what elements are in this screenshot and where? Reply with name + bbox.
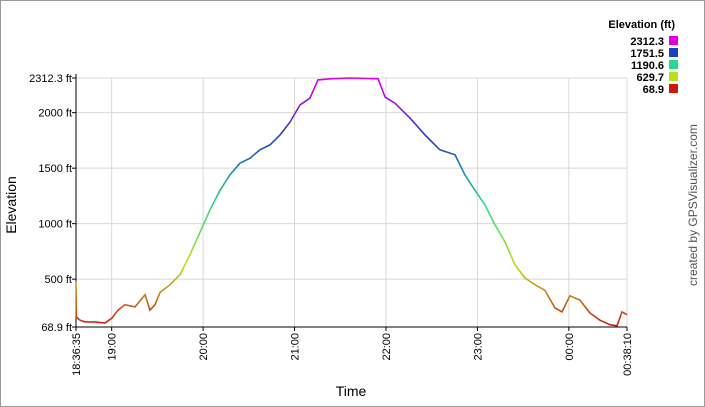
legend-swatch — [669, 48, 678, 57]
y-tick-label: 2000 ft — [38, 108, 72, 120]
x-tick-label: 00:00 — [564, 333, 576, 361]
elevation-line — [75, 77, 628, 327]
x-tick-label: 00:38:10 — [622, 333, 634, 376]
y-tick-label: 1500 ft — [38, 163, 72, 175]
x-axis-title: Time — [336, 383, 367, 399]
y-tick-label: 500 ft — [44, 274, 72, 286]
legend-swatch — [669, 60, 678, 69]
y-tick-label: 68.9 ft — [41, 322, 72, 334]
legend-label: 68.9 — [643, 84, 664, 96]
x-tick-label: 18:36:35 — [71, 333, 83, 376]
watermark: created by GPSVisualizer.com — [686, 124, 700, 286]
x-tick-label: 21:00 — [290, 333, 302, 361]
x-tick-label: 22:00 — [381, 333, 393, 361]
x-tick-label: 20:00 — [198, 333, 210, 361]
y-axis-title: Elevation — [3, 176, 19, 234]
y-tick-label: 1000 ft — [38, 219, 72, 231]
legend-label: 1190.6 — [631, 60, 664, 72]
x-tick-label: 23:00 — [472, 333, 484, 361]
legend-label: 2312.3 — [630, 36, 664, 48]
legend-label: 1751.5 — [630, 48, 664, 60]
legend-title: Elevation (ft) — [608, 19, 675, 31]
y-tick-label: 2312.3 ft — [29, 73, 72, 85]
legend-label: 629.7 — [636, 72, 664, 84]
legend-swatch — [669, 72, 678, 81]
legend-swatch — [669, 36, 678, 45]
x-tick-label: 19:00 — [107, 333, 119, 361]
legend-swatch — [669, 84, 678, 93]
